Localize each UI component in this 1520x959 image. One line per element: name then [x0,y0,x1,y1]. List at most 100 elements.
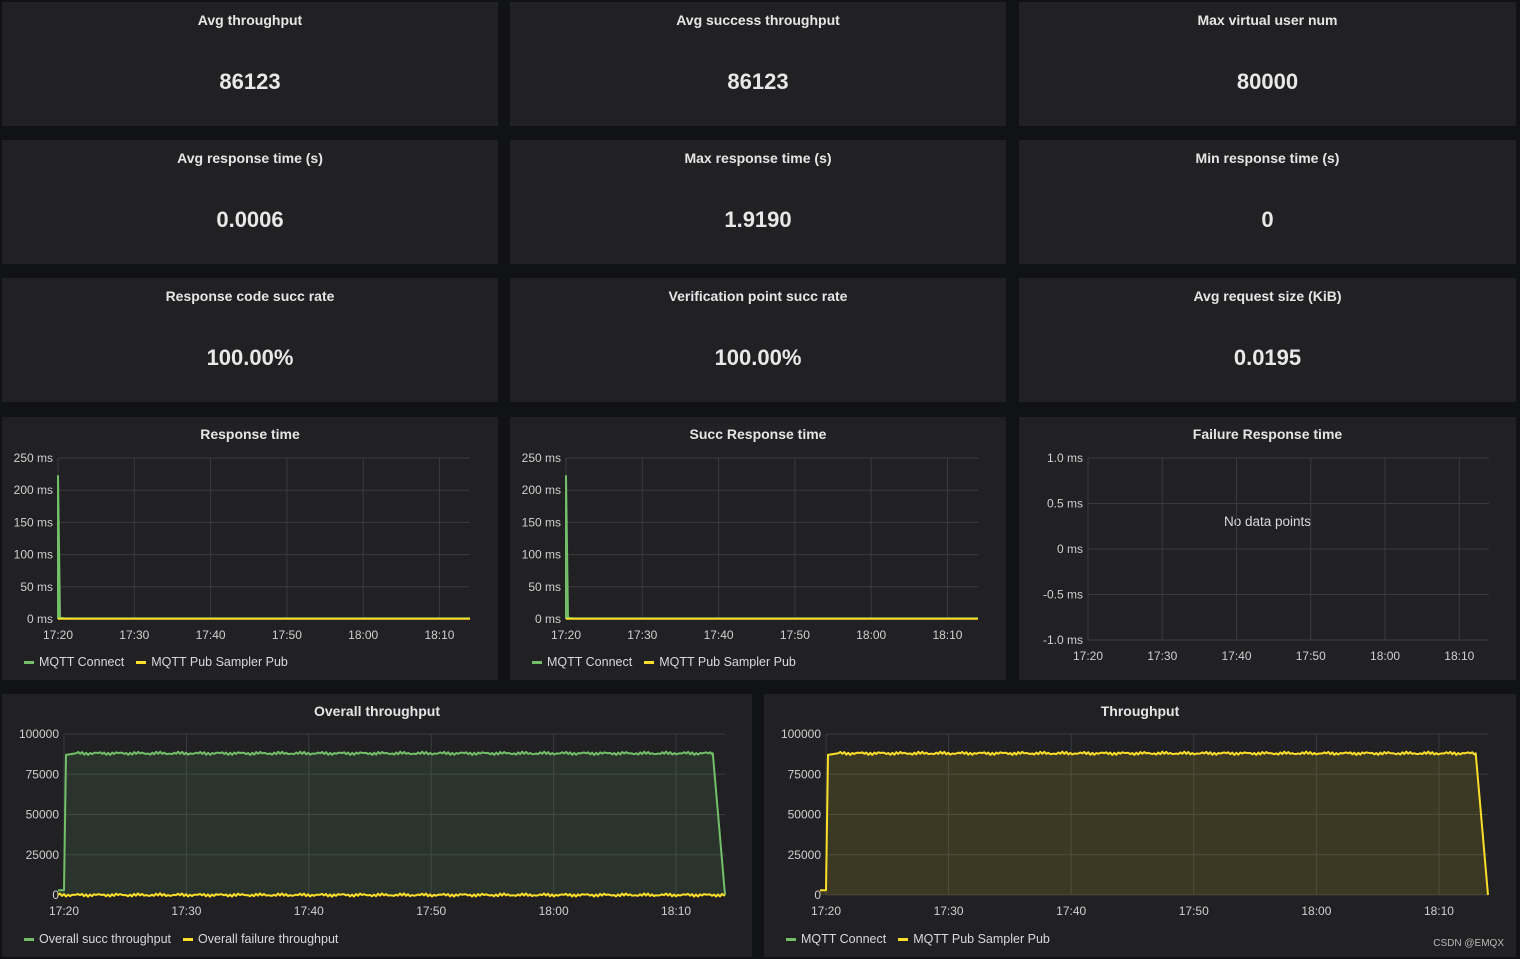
x-tick-label: 17:40 [1056,904,1086,918]
stat-value: 0 [1261,207,1274,232]
legend-item[interactable]: MQTT Connect [786,932,886,946]
y-tick-label: 50 ms [20,580,53,594]
legend-item[interactable]: MQTT Pub Sampler Pub [644,655,796,669]
chart-plot: 1.0 ms 0.5 ms 0 ms -0.5 ms -1.0 ms 17:20 17:30… [1043,451,1489,663]
x-tick-label: 17:50 [1179,904,1209,918]
x-tick-label: 17:50 [272,628,302,642]
y-tick-label: 100000 [19,727,59,741]
chart-plot: 250 ms 200 ms 150 ms 100 ms 50 ms 0 ms 17:20 17… [14,451,470,642]
stat-panel-avg-success-throughput[interactable]: Avg success throughput 86123 [510,2,1006,126]
y-tick-label: 0 ms [27,612,53,626]
stat-title: Avg request size (KiB) [1193,288,1342,304]
x-tick-label: 17:40 [196,628,226,642]
chart-title: Throughput [1100,703,1180,719]
series-line-1[interactable] [820,750,1489,896]
y-tick-label: -0.5 ms [1043,588,1083,602]
series-line-0[interactable] [565,475,978,620]
y-tick-label: 25000 [26,848,60,862]
x-tick-label: 18:00 [856,628,886,642]
legend-swatch [24,937,34,941]
y-tick-label: 0 ms [1057,542,1083,556]
legend-label: MQTT Pub Sampler Pub [659,655,796,669]
stat-title: Avg response time (s) [177,150,323,166]
stat-title: Avg throughput [197,12,303,28]
x-tick-label: 18:10 [424,628,454,642]
stat-title: Verification point succ rate [668,288,848,304]
y-tick-label: 200 ms [522,483,561,497]
chart-panel-overall-throughput[interactable]: Overall throughput Overall succ throughp… [2,694,752,957]
stat-panel-max-response-time[interactable]: Max response time (s) 1.9190 [510,140,1006,264]
chart-legend: MQTT Connect MQTT Pub Sampler Pub [786,932,1050,946]
legend-swatch [136,660,147,664]
x-tick-label: 18:00 [539,904,569,918]
series-line-0[interactable] [57,475,470,620]
x-tick-label: 17:30 [934,904,964,918]
chart-legend: MQTT Connect MQTT Pub Sampler Pub [532,655,796,669]
chart-panel-throughput[interactable]: Throughput MQTT Connect MQTT Pub Sampler … [764,694,1516,957]
stat-value: 100.00% [714,345,802,370]
y-tick-label: 50000 [26,808,60,822]
legend-item[interactable]: MQTT Pub Sampler Pub [136,655,288,669]
stat-title: Avg success throughput [676,12,840,28]
legend-label: MQTT Pub Sampler Pub [913,932,1050,946]
series-line-1[interactable] [57,892,726,898]
x-tick-label: 17:20 [1073,649,1103,663]
x-tick-label: 17:20 [49,904,79,918]
series-line-0[interactable] [58,750,726,896]
x-tick-label: 18:00 [348,628,378,642]
stat-title: Max virtual user num [1197,12,1338,28]
legend-label: Overall succ throughput [39,932,172,946]
x-tick-label: 17:50 [780,628,810,642]
chart-title: Overall throughput [314,703,440,719]
x-tick-label: 17:40 [704,628,734,642]
stat-panel-avg-request-size[interactable]: Avg request size (KiB) 0.0195 [1019,278,1516,402]
stat-title: Max response time (s) [684,150,832,166]
chart-panel-response-time[interactable]: Response time MQTT Connect MQTT Pub Sampl… [2,417,498,680]
y-tick-label: 100000 [781,727,821,741]
stat-value: 100.00% [206,345,294,370]
legend-swatch [786,937,796,941]
chart-plot: 250 ms 200 ms 150 ms 100 ms 50 ms 0 ms 17:20 17… [522,451,978,642]
y-tick-label: 0 [814,888,821,902]
chart-panel-failure-response-time[interactable]: Failure Response time No data points 1.0… [1019,417,1516,680]
chart-title: Response time [200,426,300,442]
legend-swatch [532,660,542,664]
legend-label: MQTT Connect [547,655,633,669]
y-tick-label: 100 ms [522,548,561,562]
x-tick-label: 17:20 [811,904,841,918]
stat-panel-avg-response-time[interactable]: Avg response time (s) 0.0006 [2,140,498,264]
legend-item[interactable]: Overall failure throughput [183,932,338,946]
legend-swatch [644,660,655,664]
legend-label: MQTT Connect [801,932,887,946]
legend-item[interactable]: MQTT Connect [24,655,124,669]
stat-value: 0.0006 [216,207,284,232]
stat-title: Min response time (s) [1195,150,1340,166]
stat-panel-verification-point-succ-rate[interactable]: Verification point succ rate 100.00% [510,278,1006,402]
stat-panel-response-code-succ-rate[interactable]: Response code succ rate 100.00% [2,278,498,402]
y-tick-label: 50000 [788,808,822,822]
stat-value: 1.9190 [724,207,792,232]
legend-swatch [24,660,34,664]
x-tick-label: 18:10 [1444,649,1474,663]
legend-label: MQTT Connect [39,655,125,669]
legend-swatch [183,937,194,941]
legend-item[interactable]: Overall succ throughput [24,932,171,946]
x-tick-label: 17:30 [627,628,657,642]
x-tick-label: 17:30 [171,904,201,918]
x-tick-label: 17:50 [416,904,446,918]
stat-panel-max-virtual-user-num[interactable]: Max virtual user num 80000 [1019,2,1516,126]
stat-panel-min-response-time[interactable]: Min response time (s) 0 [1019,140,1516,264]
x-tick-label: 18:10 [932,628,962,642]
chart-panel-succ-response-time[interactable]: Succ Response time MQTT Connect MQTT Pub … [510,417,1006,680]
no-data-message: No data points [1223,514,1312,529]
x-tick-label: 17:30 [1147,649,1177,663]
stat-panel-avg-throughput[interactable]: Avg throughput 86123 [2,2,498,126]
stat-value: 86123 [219,69,281,94]
x-tick-label: 18:00 [1301,904,1331,918]
legend-item[interactable]: MQTT Pub Sampler Pub [898,932,1050,946]
series-area-fill [58,751,725,895]
legend-item[interactable]: MQTT Connect [532,655,632,669]
stat-title: Response code succ rate [165,288,335,304]
chart-title: Succ Response time [689,426,827,442]
y-tick-label: 200 ms [14,483,53,497]
